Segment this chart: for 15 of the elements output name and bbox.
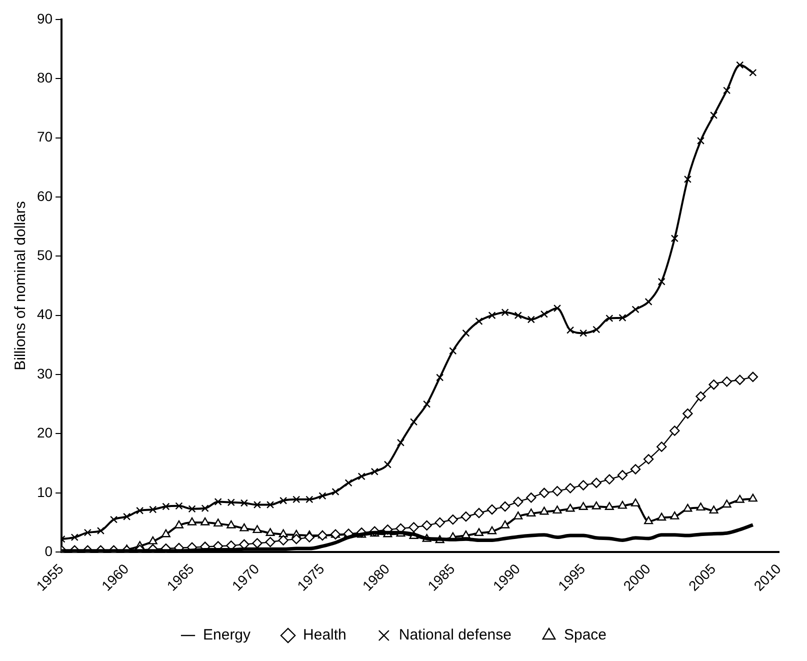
y-tick-label: 70 <box>36 128 53 145</box>
y-axis-title: Billions of nominal dollars <box>12 201 30 370</box>
y-tick-label: 0 <box>44 542 53 559</box>
y-tick-label: 80 <box>36 69 53 86</box>
y-tick-label: 90 <box>36 10 53 26</box>
y-tick-label: 60 <box>36 188 53 204</box>
legend-label: Health <box>303 626 346 644</box>
y-tick-label: 10 <box>36 484 53 500</box>
y-tick-label: 50 <box>36 247 53 264</box>
y-tick-label: 30 <box>36 365 53 382</box>
legend-label: National defense <box>398 626 512 644</box>
y-tick-label: 40 <box>36 306 53 322</box>
y-tick-label: 20 <box>36 424 53 441</box>
legend-label: Space <box>564 626 607 644</box>
legend-label: Energy <box>203 626 252 644</box>
